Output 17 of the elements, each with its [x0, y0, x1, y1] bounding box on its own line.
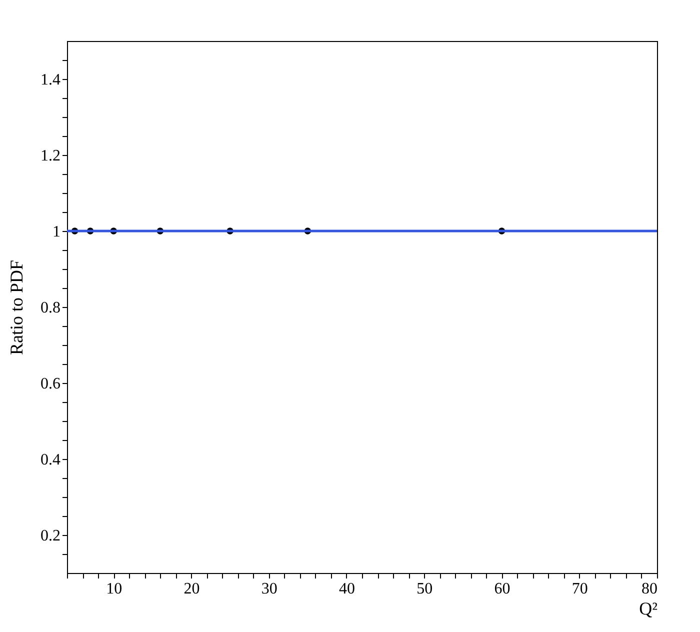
y-tick-label: 1 — [52, 224, 60, 240]
x-tick-label: 10 — [106, 580, 122, 598]
x-tick-label: 50 — [416, 580, 433, 598]
x-tick-label: 20 — [184, 580, 200, 598]
y-axis-title: Ratio to PDF — [6, 260, 26, 356]
x-tick-label: 60 — [494, 580, 510, 598]
y-tick-label: 0.2 — [40, 528, 60, 544]
y-tick-label: 0.6 — [40, 376, 60, 392]
x-tick-label: 30 — [261, 580, 278, 598]
x-axis-title: Q² — [639, 598, 658, 618]
y-tick-label: 1.2 — [40, 148, 60, 164]
x-tick-label: 80 — [642, 580, 658, 598]
y-tick-label: 0.4 — [40, 452, 60, 468]
x-tick-label: 70 — [572, 580, 588, 598]
y-tick-label: 1.4 — [40, 72, 60, 88]
y-tick-label: 0.8 — [40, 300, 60, 316]
x-tick-label: 40 — [338, 580, 355, 598]
